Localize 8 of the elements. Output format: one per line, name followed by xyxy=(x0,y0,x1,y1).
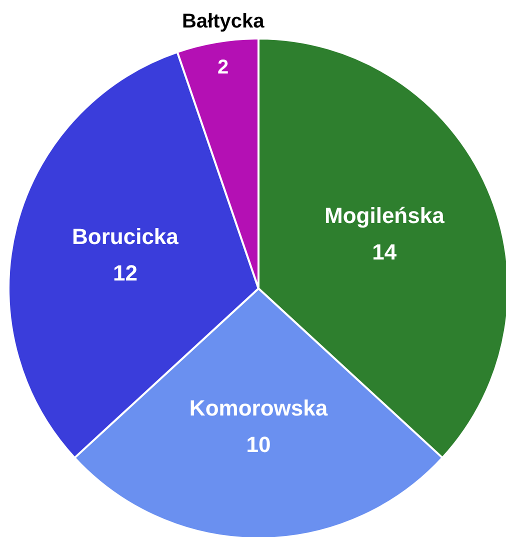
data-label: 14 xyxy=(372,239,398,264)
data-label: 10 xyxy=(246,432,271,457)
data-label: 12 xyxy=(112,260,138,286)
slice-label: Bałtycka xyxy=(182,10,266,32)
data-label: 2 xyxy=(218,56,229,78)
slice-label: Borucicka xyxy=(72,224,180,250)
slice-label: Komorowska xyxy=(189,396,328,420)
slice-label: Mogileńska xyxy=(324,202,446,228)
